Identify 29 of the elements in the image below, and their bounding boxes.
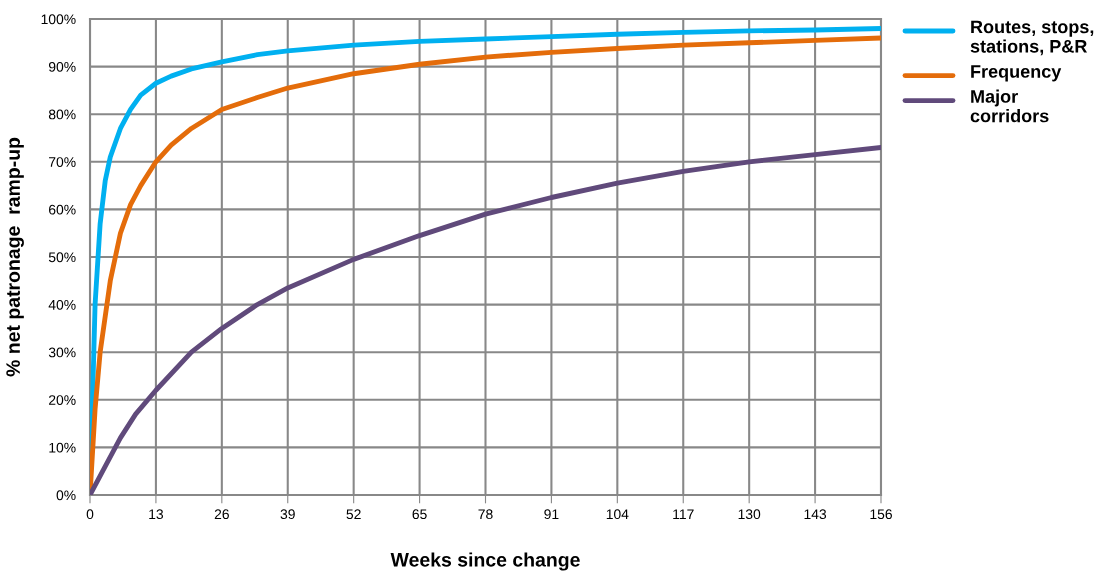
y-tick-label: 70% — [49, 157, 76, 167]
x-tick-label: 104 — [606, 509, 629, 520]
y-tick-label: 60% — [49, 204, 76, 215]
legend-label: Frequency — [971, 65, 1062, 82]
legend-label: Routes, stops, stations, P&R — [970, 20, 1094, 56]
x-tick-label: 91 — [544, 509, 559, 520]
y-tick-label: 0% — [56, 490, 76, 501]
x-tick-label: 0 — [86, 509, 94, 520]
y-tick-label: 40% — [48, 299, 76, 310]
y-tick-label: 90% — [48, 61, 76, 72]
y-tick-label: 20% — [49, 395, 76, 405]
y-tick-label: 30% — [48, 347, 76, 358]
x-tick-label: 26 — [214, 509, 229, 520]
x-tick-label: 117 — [673, 509, 694, 519]
x-tick-label: 78 — [478, 509, 493, 520]
x-tick-label: 52 — [346, 509, 361, 520]
y-tick-label: 80% — [48, 109, 76, 120]
x-tick-label: 39 — [280, 509, 295, 520]
y-tick-label: 10% — [49, 442, 76, 453]
x-tick-label: 143 — [804, 509, 827, 520]
legend-label: Major corridors — [970, 89, 1049, 123]
x-tick-label: 130 — [738, 509, 761, 520]
y-axis-title: % net patronage ramp-up — [6, 137, 24, 377]
x-axis-title: Weeks since change — [390, 552, 580, 571]
x-tick-label: 65 — [412, 509, 427, 520]
y-tick-label: 50% — [48, 252, 76, 263]
x-tick-label: 156 — [870, 509, 892, 520]
y-tick-label: 100% — [41, 14, 76, 25]
x-tick-label: 13 — [149, 509, 164, 520]
